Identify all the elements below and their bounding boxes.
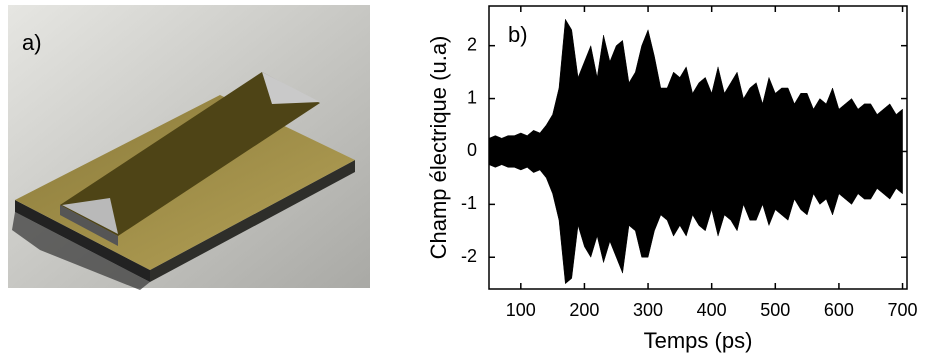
panel-label: a): [22, 30, 42, 55]
end-mirror: [62, 198, 118, 234]
x-tick-label: 600: [824, 300, 854, 320]
y-tick-label: -2: [461, 246, 477, 266]
x-tick-label: 700: [888, 300, 918, 320]
y-tick-label: 2: [467, 34, 477, 54]
x-axis-label: Temps (ps): [644, 328, 753, 353]
x-tick-label: 400: [697, 300, 727, 320]
device-illustration: a): [8, 5, 370, 290]
panel-label: b): [508, 22, 528, 47]
x-tick-label: 200: [569, 300, 599, 320]
x-tick-label: 300: [633, 300, 663, 320]
end-mirror: [262, 72, 320, 104]
waveguide-top: [60, 72, 320, 236]
signal-envelope: [488, 18, 903, 152]
y-tick-label: -1: [461, 193, 477, 213]
y-tick-label: 0: [467, 140, 477, 160]
x-tick-label: 500: [760, 300, 790, 320]
x-tick-label: 100: [506, 300, 536, 320]
shadow: [12, 212, 150, 290]
plot-frame: [488, 5, 908, 290]
y-axis-label: Champ électrique (u.a): [426, 36, 451, 260]
waveguide-side: [60, 205, 118, 246]
slab-side: [15, 200, 150, 282]
slab-side: [150, 160, 355, 282]
signal-envelope: [488, 151, 903, 285]
y-tick-label: 1: [467, 87, 477, 107]
